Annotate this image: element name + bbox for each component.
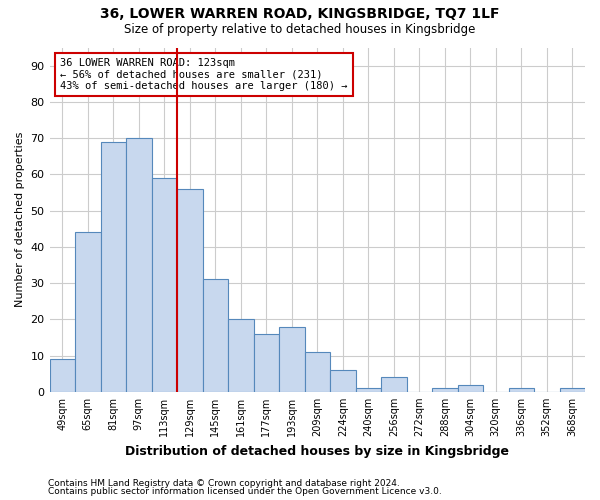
Bar — [50, 359, 75, 392]
Bar — [254, 334, 279, 392]
Text: Contains HM Land Registry data © Crown copyright and database right 2024.: Contains HM Land Registry data © Crown c… — [48, 478, 400, 488]
X-axis label: Distribution of detached houses by size in Kingsbridge: Distribution of detached houses by size … — [125, 444, 509, 458]
Bar — [279, 326, 305, 392]
Bar — [560, 388, 585, 392]
Bar — [458, 384, 483, 392]
Text: 36 LOWER WARREN ROAD: 123sqm
← 56% of detached houses are smaller (231)
43% of s: 36 LOWER WARREN ROAD: 123sqm ← 56% of de… — [60, 58, 348, 91]
Bar — [330, 370, 356, 392]
Bar — [509, 388, 534, 392]
Text: Size of property relative to detached houses in Kingsbridge: Size of property relative to detached ho… — [124, 22, 476, 36]
Bar — [381, 378, 407, 392]
Text: 36, LOWER WARREN ROAD, KINGSBRIDGE, TQ7 1LF: 36, LOWER WARREN ROAD, KINGSBRIDGE, TQ7 … — [100, 8, 500, 22]
Bar — [152, 178, 177, 392]
Bar — [432, 388, 458, 392]
Bar — [305, 352, 330, 392]
Bar — [356, 388, 381, 392]
Bar — [228, 320, 254, 392]
Y-axis label: Number of detached properties: Number of detached properties — [15, 132, 25, 308]
Text: Contains public sector information licensed under the Open Government Licence v3: Contains public sector information licen… — [48, 487, 442, 496]
Bar — [126, 138, 152, 392]
Bar — [203, 280, 228, 392]
Bar — [101, 142, 126, 392]
Bar — [75, 232, 101, 392]
Bar — [177, 189, 203, 392]
